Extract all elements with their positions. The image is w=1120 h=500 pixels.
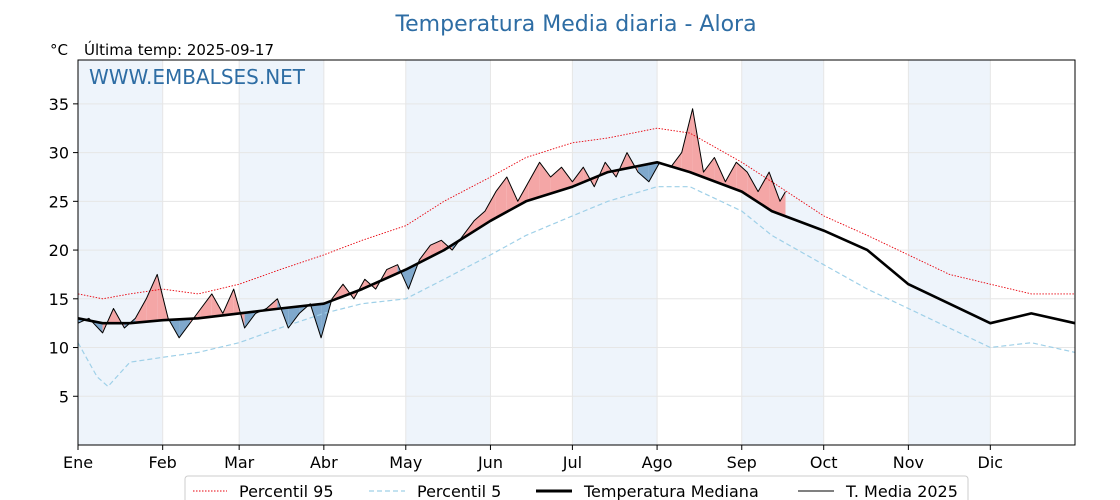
fill-above-median	[561, 167, 573, 191]
watermark: WWW.EMBALSES.NET	[89, 65, 306, 89]
fill-above-median	[539, 162, 551, 197]
fill-above-median	[572, 167, 584, 187]
x-tick-label: Abr	[310, 453, 338, 472]
x-tick-label: Ago	[642, 453, 673, 472]
x-tick-label: Ene	[63, 453, 93, 472]
fill-above-median	[506, 177, 518, 212]
fill-above-median	[517, 181, 529, 206]
fill-above-median	[725, 162, 737, 190]
legend-label-media: T. Media 2025	[845, 482, 958, 500]
grid-lines	[77, 60, 1075, 445]
fill-above-median	[758, 172, 770, 210]
fill-above-median	[528, 162, 540, 201]
legend-label-p95: Percentil 95	[239, 482, 334, 500]
fill-above-median	[681, 108, 693, 174]
y-tick-label: 25	[49, 192, 69, 211]
chart-title: Temperatura Media diaria - Alora	[394, 12, 756, 37]
x-tick-label: May	[389, 453, 422, 472]
y-unit-label: °C	[50, 41, 68, 59]
fill-above-median	[550, 167, 562, 194]
series-line-median	[77, 161, 1076, 325]
fill-above-median	[135, 298, 147, 323]
plot-frame	[77, 59, 1076, 446]
fill-above-median	[146, 274, 158, 322]
month-band	[572, 60, 658, 445]
y-axis-ticks: 5 10 15 20 25 30 35	[49, 95, 78, 406]
fill-above-median	[780, 191, 786, 217]
legend-label-p5: Percentil 5	[417, 482, 501, 500]
fill-above-median	[703, 157, 715, 182]
y-tick-label: 30	[49, 144, 69, 163]
legend-label-median: Temperatura Mediana	[583, 482, 759, 500]
legend-box	[184, 475, 969, 500]
y-tick-label: 20	[49, 241, 69, 260]
y-tick-label: 10	[49, 339, 69, 358]
x-tick-label: Dic	[978, 453, 1004, 472]
month-band	[405, 60, 491, 445]
x-axis-ticks: Ene Feb Mar Abr May Jun Jul Ago Sep Oct Nov Dic	[63, 445, 1003, 472]
x-tick-label: Jun	[477, 453, 503, 472]
x-tick-label: Mar	[224, 453, 255, 472]
y-tick-label: 35	[49, 95, 69, 114]
y-tick-label: 5	[59, 387, 69, 406]
fill-below-median	[288, 306, 300, 328]
fill-above-median	[200, 293, 212, 318]
fill-above-median	[485, 191, 496, 225]
series-line-media-2025	[77, 108, 786, 339]
x-tick-label: Nov	[893, 453, 924, 472]
series-line-p5	[77, 186, 1076, 388]
fill-below-median	[638, 164, 649, 182]
month-band	[741, 60, 824, 445]
x-tick-label: Jul	[562, 453, 582, 472]
month-band	[239, 60, 324, 445]
month-band	[908, 60, 991, 445]
fill-below-median	[179, 318, 190, 338]
x-tick-label: Feb	[149, 453, 177, 472]
x-tick-label: Sep	[727, 453, 757, 472]
fill-above-median	[769, 172, 780, 215]
series-lines	[77, 108, 1076, 388]
month-band	[78, 60, 163, 445]
last-temp-label: Última temp: 2025-09-17	[84, 40, 274, 59]
fill-above-median	[386, 264, 398, 279]
fill-above-median	[736, 162, 748, 196]
fill-above-median	[474, 211, 485, 232]
y-tick-label: 15	[49, 290, 69, 309]
x-tick-label: Oct	[810, 453, 838, 472]
month-bands	[78, 60, 991, 445]
fill-above-median	[495, 177, 507, 218]
fill-above-median	[747, 172, 759, 203]
legend: Percentil 95 Percentil 5 Temperatura Med…	[184, 475, 969, 500]
